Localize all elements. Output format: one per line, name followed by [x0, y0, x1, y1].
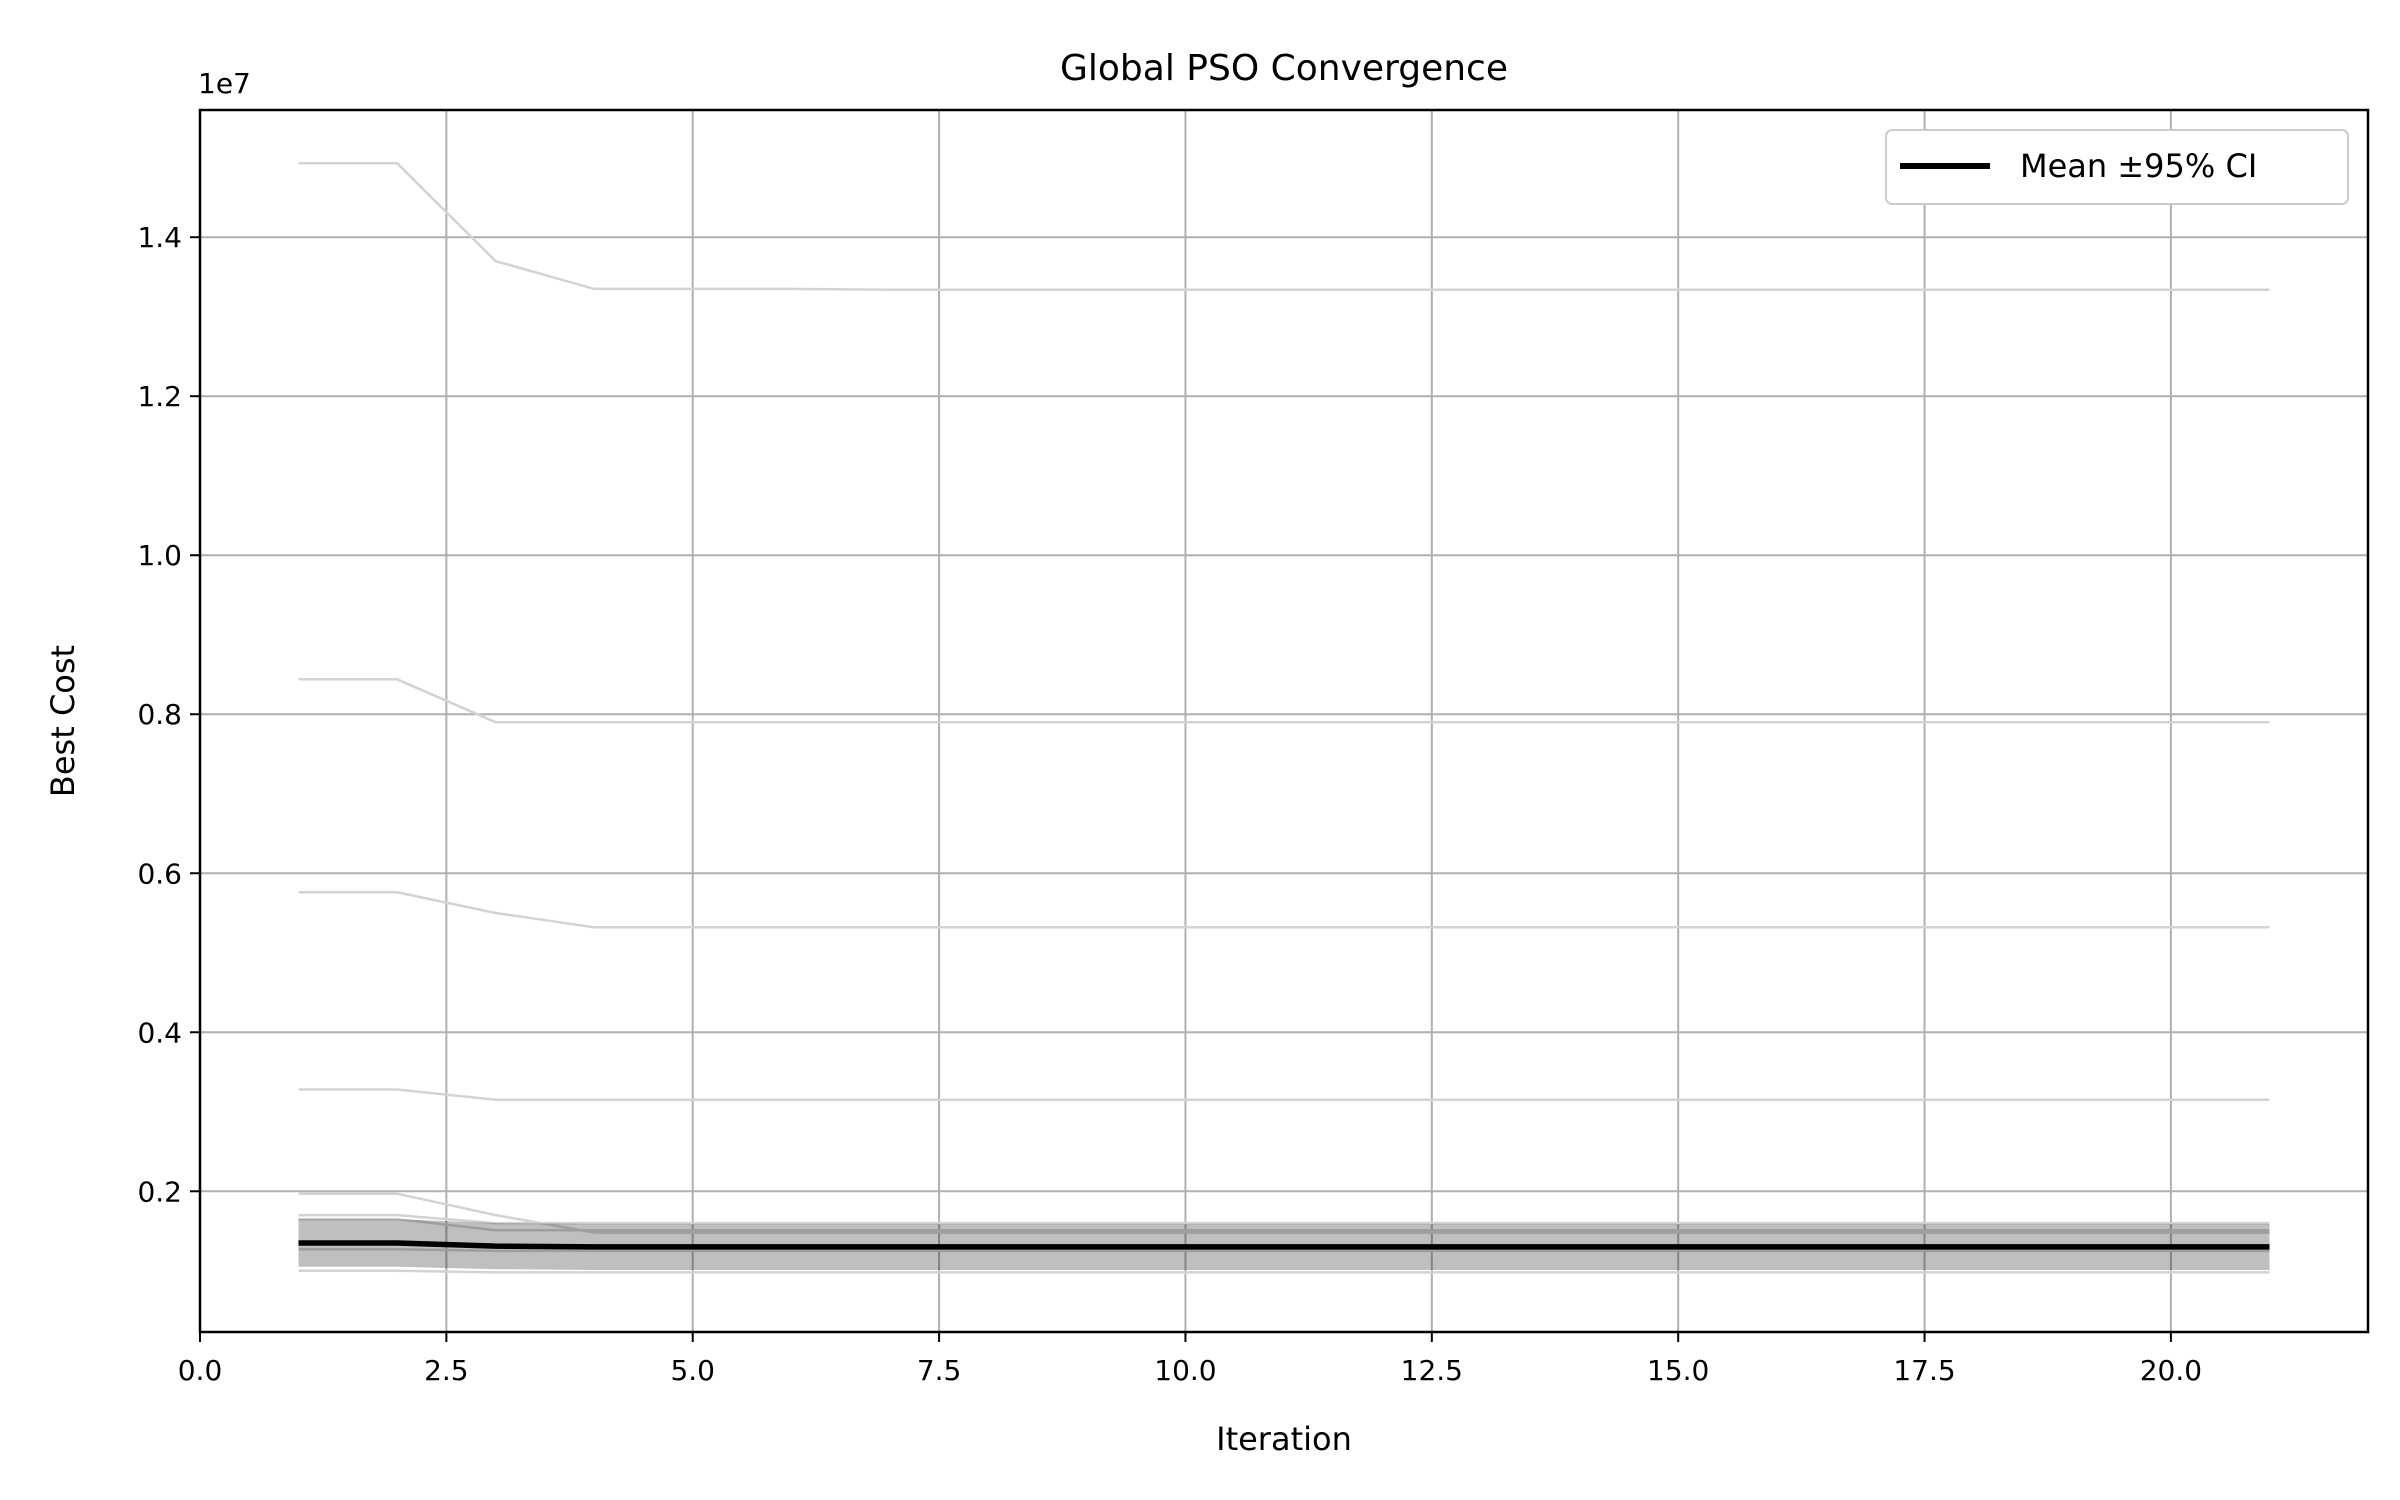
run-line	[298, 1269, 2270, 1274]
y-tick-label: 1.4	[137, 221, 182, 254]
y-tick-label: 0.4	[137, 1016, 182, 1049]
x-tick-label: 10.0	[1154, 1354, 1216, 1387]
y-tick-label: 0.8	[137, 698, 182, 731]
run-lines	[298, 162, 2270, 1274]
run-line	[298, 1248, 2270, 1253]
run-line	[298, 678, 2270, 724]
chart-title: Global PSO Convergence	[1060, 48, 1508, 89]
x-tick-label: 7.5	[917, 1354, 962, 1387]
x-tick-label: 2.5	[424, 1354, 469, 1387]
y-tick-label: 1.0	[137, 539, 182, 572]
y-axis-ticks: 0.2 0.4 0.6 0.8 1.0 1.2 1.4	[137, 221, 200, 1208]
y-tick-label: 0.2	[137, 1175, 182, 1208]
run-line	[298, 1213, 2270, 1225]
x-axis-label: Iteration	[1216, 1420, 1352, 1458]
x-tick-label: 17.5	[1893, 1354, 1955, 1387]
plot-frame	[198, 108, 2370, 1334]
legend-mean-label: Mean ±95% CI	[2020, 147, 2257, 185]
mean-line-group	[298, 1240, 2270, 1250]
run-line	[298, 1088, 2270, 1102]
y-axis-label: Best Cost	[44, 645, 82, 797]
mean-line	[298, 1240, 2270, 1250]
x-tick-label: 0.0	[178, 1354, 223, 1387]
run-line	[298, 1217, 2270, 1232]
x-tick-label: 20.0	[2140, 1354, 2202, 1387]
run-line	[298, 1192, 2270, 1234]
x-tick-label: 12.5	[1401, 1354, 1463, 1387]
legend-box	[1885, 129, 2349, 205]
y-tick-label: 0.6	[137, 857, 182, 890]
x-tick-label: 15.0	[1647, 1354, 1709, 1387]
y-tick-label: 1.2	[137, 380, 182, 413]
run-line	[298, 162, 2270, 291]
legend: Mean ±95% CI	[1885, 129, 2349, 205]
y-axis-offset-label: 1e7	[198, 67, 251, 100]
x-tick-label: 5.0	[670, 1354, 715, 1387]
run-line	[298, 891, 2270, 929]
x-axis-ticks: 0.0 2.5 5.0 7.5 10.0 12.5 15.0 17.5 20.0	[178, 1332, 2202, 1387]
